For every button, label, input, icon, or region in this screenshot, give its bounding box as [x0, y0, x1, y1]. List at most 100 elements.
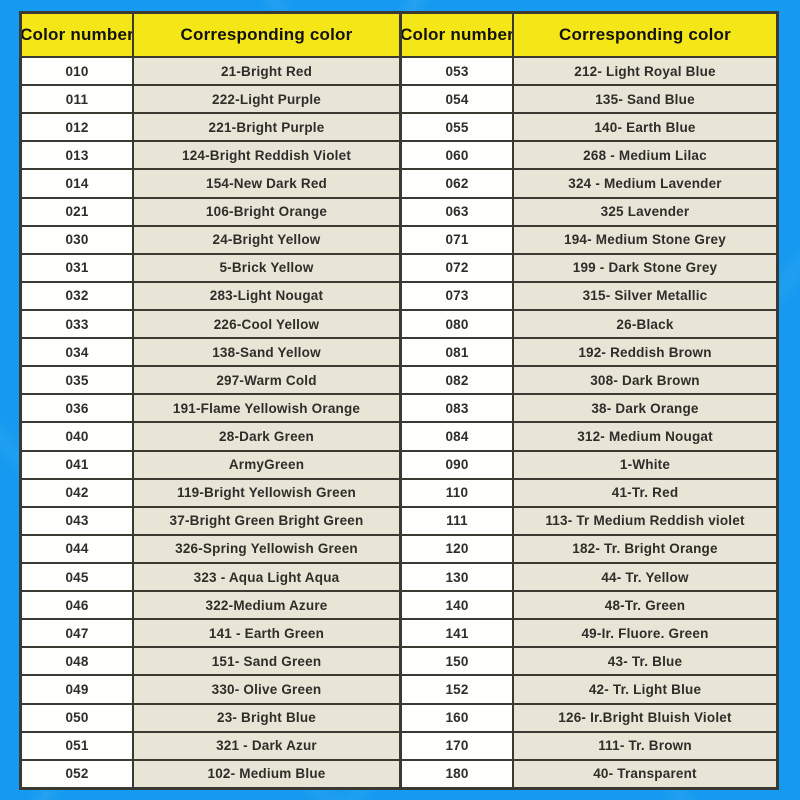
color-number-cell: 072	[402, 252, 514, 281]
corresponding-color-cell: 315- Silver Metallic	[514, 280, 776, 309]
color-number-cell: 082	[402, 365, 514, 394]
corresponding-color-cell: 37-Bright Green Bright Green	[134, 505, 399, 534]
color-number-cell: 051	[22, 730, 134, 759]
corresponding-color-cell: 23- Bright Blue	[134, 702, 399, 731]
table-row: 090 1-White	[402, 449, 776, 478]
color-number-cell: 111	[402, 505, 514, 534]
table-row: 080 26-Black	[402, 308, 776, 338]
table-body: 053 212- Light Royal Blue 054 135- Sand Blu…	[402, 56, 776, 787]
table-row: 141 49-Ir. Fluore. Green	[402, 618, 776, 647]
color-reference-chart: Color number Corresponding color 010 21-B…	[19, 11, 779, 790]
corresponding-color-cell: 44- Tr. Yellow	[514, 561, 776, 591]
color-number-cell: 080	[402, 308, 514, 338]
table-row: 060 268 - Medium Lilac	[402, 140, 776, 169]
corresponding-color-cell: 182- Tr. Bright Orange	[514, 533, 776, 562]
table-row: 063 325 Lavender	[402, 196, 776, 225]
color-number-cell: 043	[22, 505, 134, 534]
corresponding-color-cell: 212- Light Royal Blue	[514, 56, 776, 85]
color-table-left: Color number Corresponding color 010 21-B…	[22, 14, 399, 787]
corresponding-color-cell: 135- Sand Blue	[514, 84, 776, 113]
color-number-cell: 083	[402, 393, 514, 422]
color-number-cell: 110	[402, 477, 514, 506]
table-row: 041 ArmyGreen	[22, 449, 399, 478]
table-row: 040 28-Dark Green	[22, 421, 399, 450]
corresponding-color-cell: 102- Medium Blue	[134, 758, 399, 787]
corresponding-color-cell: 24-Bright Yellow	[134, 224, 399, 253]
corresponding-color-cell: 324 - Medium Lavender	[514, 168, 776, 197]
corresponding-color-cell: 28-Dark Green	[134, 421, 399, 450]
corresponding-color-cell: 49-Ir. Fluore. Green	[514, 618, 776, 647]
color-number-cell: 081	[402, 337, 514, 366]
corresponding-color-cell: 42- Tr. Light Blue	[514, 674, 776, 703]
table-row: 073 315- Silver Metallic	[402, 280, 776, 309]
color-number-cell: 014	[22, 168, 134, 197]
color-number-cell: 013	[22, 140, 134, 169]
color-number-cell: 141	[402, 618, 514, 647]
corresponding-color-cell: 5-Brick Yellow	[134, 252, 399, 281]
table-row: 034 138-Sand Yellow	[22, 337, 399, 366]
table-row: 033 226-Cool Yellow	[22, 308, 399, 338]
corresponding-color-cell: 326-Spring Yellowish Green	[134, 533, 399, 562]
color-number-cell: 170	[402, 730, 514, 759]
table-row: 011 222-Light Purple	[22, 84, 399, 113]
table-row: 083 38- Dark Orange	[402, 393, 776, 422]
corresponding-color-cell: 138-Sand Yellow	[134, 337, 399, 366]
color-number-cell: 034	[22, 337, 134, 366]
table-header-row: Color number Corresponding color	[402, 14, 776, 56]
color-number-cell: 048	[22, 646, 134, 675]
corresponding-color-cell: 111- Tr. Brown	[514, 730, 776, 759]
color-number-cell: 012	[22, 112, 134, 141]
corresponding-color-cell: 48-Tr. Green	[514, 590, 776, 619]
color-number-cell: 045	[22, 561, 134, 591]
table-row: 130 44- Tr. Yellow	[402, 561, 776, 591]
corresponding-color-cell: 26-Black	[514, 308, 776, 338]
corresponding-color-cell: 151- Sand Green	[134, 646, 399, 675]
color-number-cell: 021	[22, 196, 134, 225]
color-number-cell: 046	[22, 590, 134, 619]
table-row: 050 23- Bright Blue	[22, 702, 399, 731]
corresponding-color-cell: 113- Tr Medium Reddish violet	[514, 505, 776, 534]
table-row: 111 113- Tr Medium Reddish violet	[402, 505, 776, 534]
table-row: 036 191-Flame Yellowish Orange	[22, 393, 399, 422]
table-row: 030 24-Bright Yellow	[22, 224, 399, 253]
corresponding-color-cell: ArmyGreen	[134, 449, 399, 478]
corresponding-color-cell: 312- Medium Nougat	[514, 421, 776, 450]
corresponding-color-cell: 191-Flame Yellowish Orange	[134, 393, 399, 422]
color-number-cell: 036	[22, 393, 134, 422]
table-row: 180 40- Transparent	[402, 758, 776, 787]
corresponding-color-cell: 40- Transparent	[514, 758, 776, 787]
table-row: 048 151- Sand Green	[22, 646, 399, 675]
corresponding-color-cell: 194- Medium Stone Grey	[514, 224, 776, 253]
color-number-cell: 050	[22, 702, 134, 731]
corresponding-color-cell: 140- Earth Blue	[514, 112, 776, 141]
color-number-cell: 010	[22, 56, 134, 85]
column-header-corresponding-color: Corresponding color	[134, 14, 399, 56]
corresponding-color-cell: 126- Ir.Bright Bluish Violet	[514, 702, 776, 731]
color-number-cell: 011	[22, 84, 134, 113]
color-number-cell: 063	[402, 196, 514, 225]
table-row: 055 140- Earth Blue	[402, 112, 776, 141]
color-number-cell: 090	[402, 449, 514, 478]
corresponding-color-cell: 21-Bright Red	[134, 56, 399, 85]
table-row: 021 106-Bright Orange	[22, 196, 399, 225]
color-number-cell: 052	[22, 758, 134, 787]
table-row: 014 154-New Dark Red	[22, 168, 399, 197]
table-row: 072 199 - Dark Stone Grey	[402, 252, 776, 281]
color-number-cell: 032	[22, 280, 134, 309]
table-row: 044 326-Spring Yellowish Green	[22, 533, 399, 562]
corresponding-color-cell: 325 Lavender	[514, 196, 776, 225]
color-number-cell: 042	[22, 477, 134, 506]
table-row: 120 182- Tr. Bright Orange	[402, 533, 776, 562]
table-row: 152 42- Tr. Light Blue	[402, 674, 776, 703]
color-number-cell: 041	[22, 449, 134, 478]
color-number-cell: 053	[402, 56, 514, 85]
color-number-cell: 035	[22, 365, 134, 394]
color-number-cell: 047	[22, 618, 134, 647]
table-row: 046 322-Medium Azure	[22, 590, 399, 619]
table-row: 012 221-Bright Purple	[22, 112, 399, 141]
column-header-color-number: Color number	[22, 14, 134, 56]
table-header-row: Color number Corresponding color	[22, 14, 399, 56]
color-number-cell: 031	[22, 252, 134, 281]
table-row: 032 283-Light Nougat	[22, 280, 399, 309]
color-number-cell: 150	[402, 646, 514, 675]
